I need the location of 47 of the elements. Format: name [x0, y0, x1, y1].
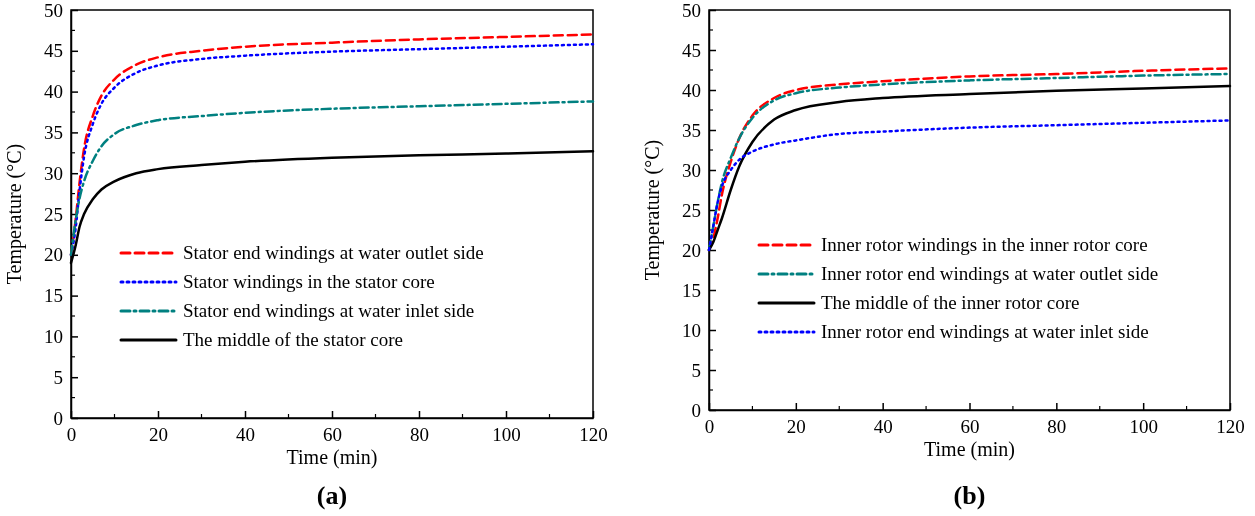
y-tick-label: 40 [682, 79, 701, 101]
y-tick-label: 15 [44, 285, 63, 307]
y-axis-title: Temperature (°C) [3, 143, 26, 285]
y-tick-label: 20 [682, 239, 701, 261]
y-tick-label: 5 [691, 359, 701, 381]
y-tick-label: 25 [682, 199, 701, 221]
x-tick-label: 120 [579, 424, 608, 446]
legend-label: Inner rotor end windings at water inlet side [821, 321, 1149, 342]
x-tick-label: 20 [786, 416, 806, 438]
y-tick-label: 20 [44, 244, 63, 266]
legend-label: Stator end windings at water inlet side [183, 300, 475, 321]
x-tick-label: 80 [410, 424, 429, 446]
y-tick-label: 50 [44, 0, 63, 21]
x-axis-title: Time (min) [286, 446, 378, 469]
y-tick-label: 35 [44, 121, 63, 143]
y-tick-label: 30 [44, 162, 63, 184]
y-tick-label: 45 [682, 39, 701, 61]
y-tick-label: 10 [44, 325, 63, 347]
x-tick-label: 120 [1216, 416, 1245, 438]
x-tick-label: 40 [236, 424, 255, 446]
legend-label: Inner rotor windings in the inner rotor core [821, 234, 1148, 255]
y-tick-label: 15 [682, 279, 701, 301]
y-tick-label: 0 [691, 399, 701, 421]
text: (b) [953, 481, 986, 510]
legend-label: Stator windings in the stator core [183, 271, 435, 292]
x-tick-label: 80 [1047, 416, 1067, 438]
x-tick-label: 60 [960, 416, 980, 438]
legend-label: The middle of the stator core [183, 329, 404, 350]
x-axis-title: Time (min) [924, 438, 1015, 461]
y-tick-label: 40 [44, 81, 63, 103]
y-tick-label: 35 [682, 119, 701, 141]
x-tick-label: 100 [492, 424, 521, 446]
y-tick-label: 5 [53, 366, 63, 388]
text: (a) [316, 481, 348, 510]
x-tick-label: 20 [149, 424, 168, 446]
y-axis-title: Temperature (°C) [641, 139, 664, 281]
legend-label: The middle of the inner rotor core [821, 292, 1080, 313]
legend-label: Stator end windings at water outlet side [183, 242, 484, 263]
x-tick-label: 100 [1129, 416, 1158, 438]
x-tick-label: 60 [323, 424, 342, 446]
y-tick-label: 25 [44, 203, 63, 225]
y-tick-label: 30 [682, 159, 701, 181]
y-tick-label: 50 [682, 0, 701, 21]
y-tick-label: 10 [682, 319, 701, 341]
legend-label: Inner rotor end windings at water outlet side [821, 263, 1159, 284]
y-tick-label: 45 [44, 40, 63, 62]
x-tick-label: 40 [873, 416, 893, 438]
